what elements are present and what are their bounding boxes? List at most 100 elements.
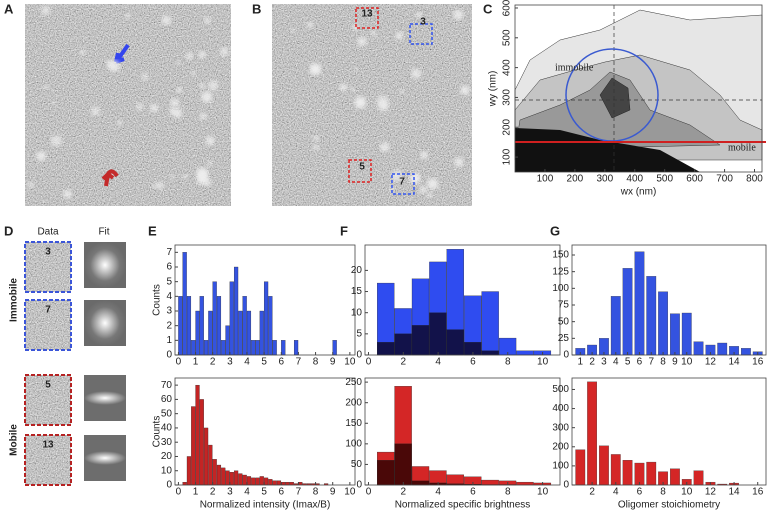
histogram-bar xyxy=(263,281,269,356)
roi-label: 7 xyxy=(399,177,405,188)
bar xyxy=(741,348,751,356)
histogram-bar xyxy=(281,481,286,486)
histogram-bar xyxy=(259,310,264,356)
x-axis-label: Normalized intensity (Imax/B) xyxy=(200,500,331,511)
histogram-bar xyxy=(377,342,395,356)
micrograph: 13 3 7 5 xyxy=(272,4,472,206)
y-tick-label: 6 xyxy=(166,262,172,273)
plot-frame xyxy=(571,244,767,356)
spot xyxy=(399,89,405,94)
spot xyxy=(79,49,86,56)
plot-frame xyxy=(514,4,763,173)
histogram-bar xyxy=(195,310,200,356)
y-tick-label: 50 xyxy=(351,459,363,470)
y-tick-label: 100 xyxy=(345,438,362,449)
x-tick-label: 2 xyxy=(210,357,216,368)
histogram-bar xyxy=(481,350,499,356)
x-tick-label: 0 xyxy=(176,357,182,368)
y-tick-label: 30 xyxy=(161,437,173,448)
y-tick-label: 4 xyxy=(166,291,172,302)
chart: immobile mobile 100 200 300 400 500 600 100 200 30… xyxy=(488,0,764,198)
x-tick-label: 1 xyxy=(193,357,199,368)
bar xyxy=(587,381,597,486)
y-tick-label: 25 xyxy=(558,333,570,344)
bar xyxy=(634,462,645,486)
histogram-bar xyxy=(225,325,230,356)
spot xyxy=(199,82,206,89)
x-tick-label: 8 xyxy=(660,357,666,368)
x-tick-label: 4 xyxy=(613,357,619,368)
spot xyxy=(454,157,464,167)
fit-tile xyxy=(84,435,126,481)
data-tile xyxy=(25,300,71,350)
spot xyxy=(354,96,367,109)
spot xyxy=(353,67,358,72)
histogram-bar xyxy=(229,281,234,356)
y-tick-label: 400 xyxy=(502,59,513,76)
data-tile xyxy=(25,242,71,292)
x-tick-label: 14 xyxy=(728,357,740,368)
spot xyxy=(161,15,172,25)
histogram-bar xyxy=(182,252,187,356)
spot xyxy=(357,36,367,47)
panel-label: G xyxy=(550,223,560,238)
data-tile xyxy=(25,435,71,485)
spot xyxy=(219,47,229,57)
x-tick-label: 8 xyxy=(660,487,666,498)
x-tick-label: 10 xyxy=(537,487,549,498)
spot xyxy=(152,183,157,188)
x-tick-label: 10 xyxy=(681,487,693,498)
x-tick-label: 8 xyxy=(505,487,511,498)
spot xyxy=(170,174,175,180)
y-tick-label: 75 xyxy=(558,300,570,311)
spot xyxy=(376,95,389,108)
fit-tile xyxy=(84,375,126,421)
histogram-bar xyxy=(293,340,299,356)
y-tick-label: 200 xyxy=(345,397,362,408)
spot xyxy=(460,85,470,95)
spot xyxy=(388,186,395,193)
fit-tile xyxy=(84,300,126,346)
x-tick-label: 6 xyxy=(470,487,476,498)
y-tick-label: 100 xyxy=(552,283,569,294)
tile-label: 13 xyxy=(42,440,54,451)
spot xyxy=(380,142,390,152)
spot xyxy=(352,24,359,31)
bar xyxy=(717,342,728,356)
x-tick-label: 4 xyxy=(435,357,441,368)
x-tick-label: 0 xyxy=(176,487,182,498)
histogram-bar xyxy=(255,477,260,486)
column-header: Data xyxy=(37,227,59,238)
histogram-bar xyxy=(246,310,252,356)
bar xyxy=(658,291,668,356)
plot-frame xyxy=(174,377,356,486)
histogram-bar xyxy=(394,333,412,356)
spot xyxy=(419,185,427,194)
histogram-bar xyxy=(242,296,247,356)
histogram-bar xyxy=(332,340,337,356)
y-tick-label: 20 xyxy=(161,451,173,462)
x-tick-label: 10 xyxy=(681,357,693,368)
x-tick-label: 0 xyxy=(366,487,372,498)
x-tick-label: 6 xyxy=(279,487,285,498)
x-tick-label: 9 xyxy=(672,357,678,368)
spot xyxy=(409,172,421,184)
histogram-bar xyxy=(216,296,222,356)
roi-box xyxy=(348,159,372,183)
x-tick-label: 3 xyxy=(601,357,607,368)
x-tick-label: 7 xyxy=(296,487,302,498)
x-tick-label: 5 xyxy=(625,357,631,368)
x-tick-label: 9 xyxy=(330,357,336,368)
spot xyxy=(411,68,422,79)
histogram-bar xyxy=(259,476,264,486)
x-axis-label: Oligomer stoichiometry xyxy=(618,500,720,511)
y-tick-label: 7 xyxy=(166,247,172,258)
fit-tile xyxy=(84,242,126,288)
histogram-bar xyxy=(221,467,226,486)
contour-map xyxy=(514,5,766,172)
histogram-bar xyxy=(272,480,277,486)
panel-label: D xyxy=(4,223,13,238)
annotation: immobile xyxy=(555,62,594,73)
